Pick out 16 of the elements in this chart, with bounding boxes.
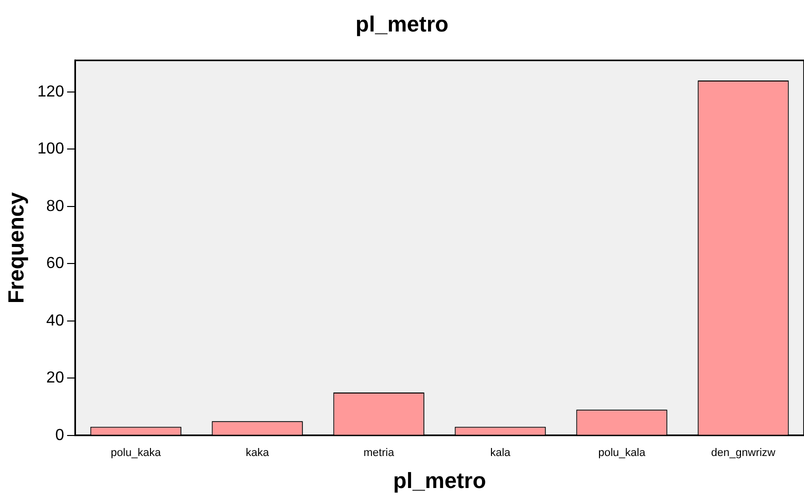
y-tick-label: 120 [37,83,64,100]
x-axis-title: pl_metro [393,468,486,493]
x-tick-label: polu_kaka [110,447,162,460]
y-tick-label: 0 [55,426,64,444]
y-tick-label: 60 [46,255,64,272]
y-axis-title: Frequency [3,192,28,304]
y-tick-label: 100 [37,140,64,158]
x-tick-label: kaka [246,447,270,460]
x-tick-label: metria [364,447,395,460]
y-tick-label: 80 [46,198,64,215]
chart-title: pl_metro [356,11,448,36]
x-tick-label: kala [490,447,512,460]
x-tick-label: den_gnwrizw [711,447,776,460]
y-tick-label: 40 [46,312,64,330]
x-tick-label: polu_kala [598,447,646,460]
y-tick-label: 20 [46,370,64,387]
